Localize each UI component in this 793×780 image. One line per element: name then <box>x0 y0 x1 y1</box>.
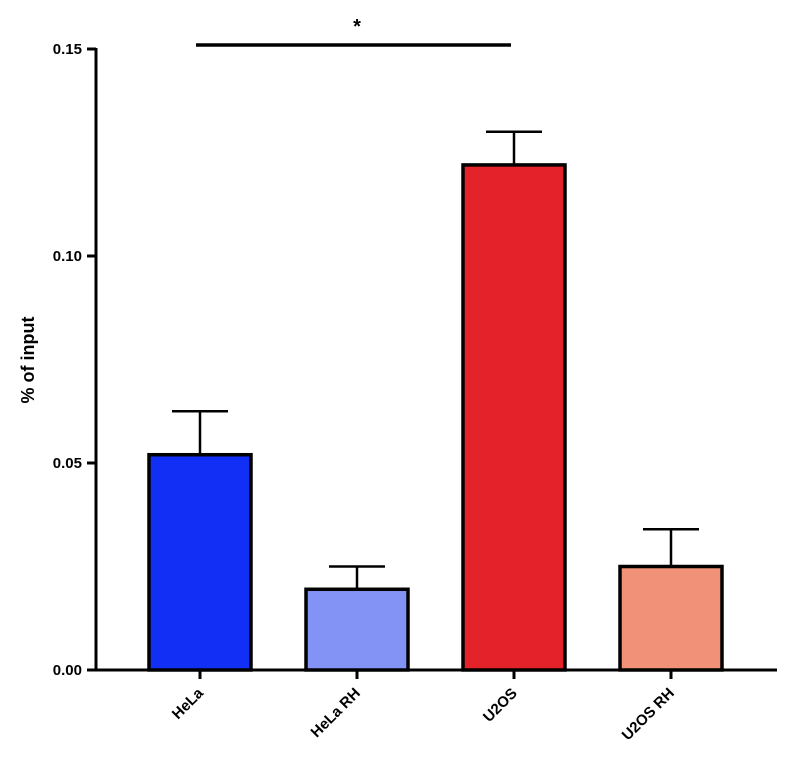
x-tick-label: HeLa RH <box>308 685 364 741</box>
y-tick-label: 0.00 <box>53 662 82 679</box>
significance-star: * <box>353 16 361 38</box>
y-ticks: 0.00 0.05 0.10 0.15 <box>53 41 96 679</box>
bars <box>147 163 724 672</box>
y-axis-title: % of input <box>18 317 38 404</box>
y-tick-label: 0.10 <box>53 248 82 265</box>
x-ticks: HeLa HeLa RH U2OS U2OS RH <box>169 670 678 744</box>
y-tick-label: 0.05 <box>53 455 82 472</box>
bar-hela-rh <box>304 587 410 672</box>
bar-u2os-rh <box>618 564 724 672</box>
bar-u2os <box>461 163 567 672</box>
y-tick-label: 0.15 <box>53 41 82 58</box>
error-bars <box>172 130 699 590</box>
x-tick-label: HeLa <box>169 684 207 722</box>
x-tick-label: U2OS <box>480 685 521 726</box>
x-tick-label: U2OS RH <box>619 685 678 744</box>
axes <box>94 48 777 672</box>
bar-hela <box>147 452 253 672</box>
significance-annotation: * <box>196 16 511 47</box>
